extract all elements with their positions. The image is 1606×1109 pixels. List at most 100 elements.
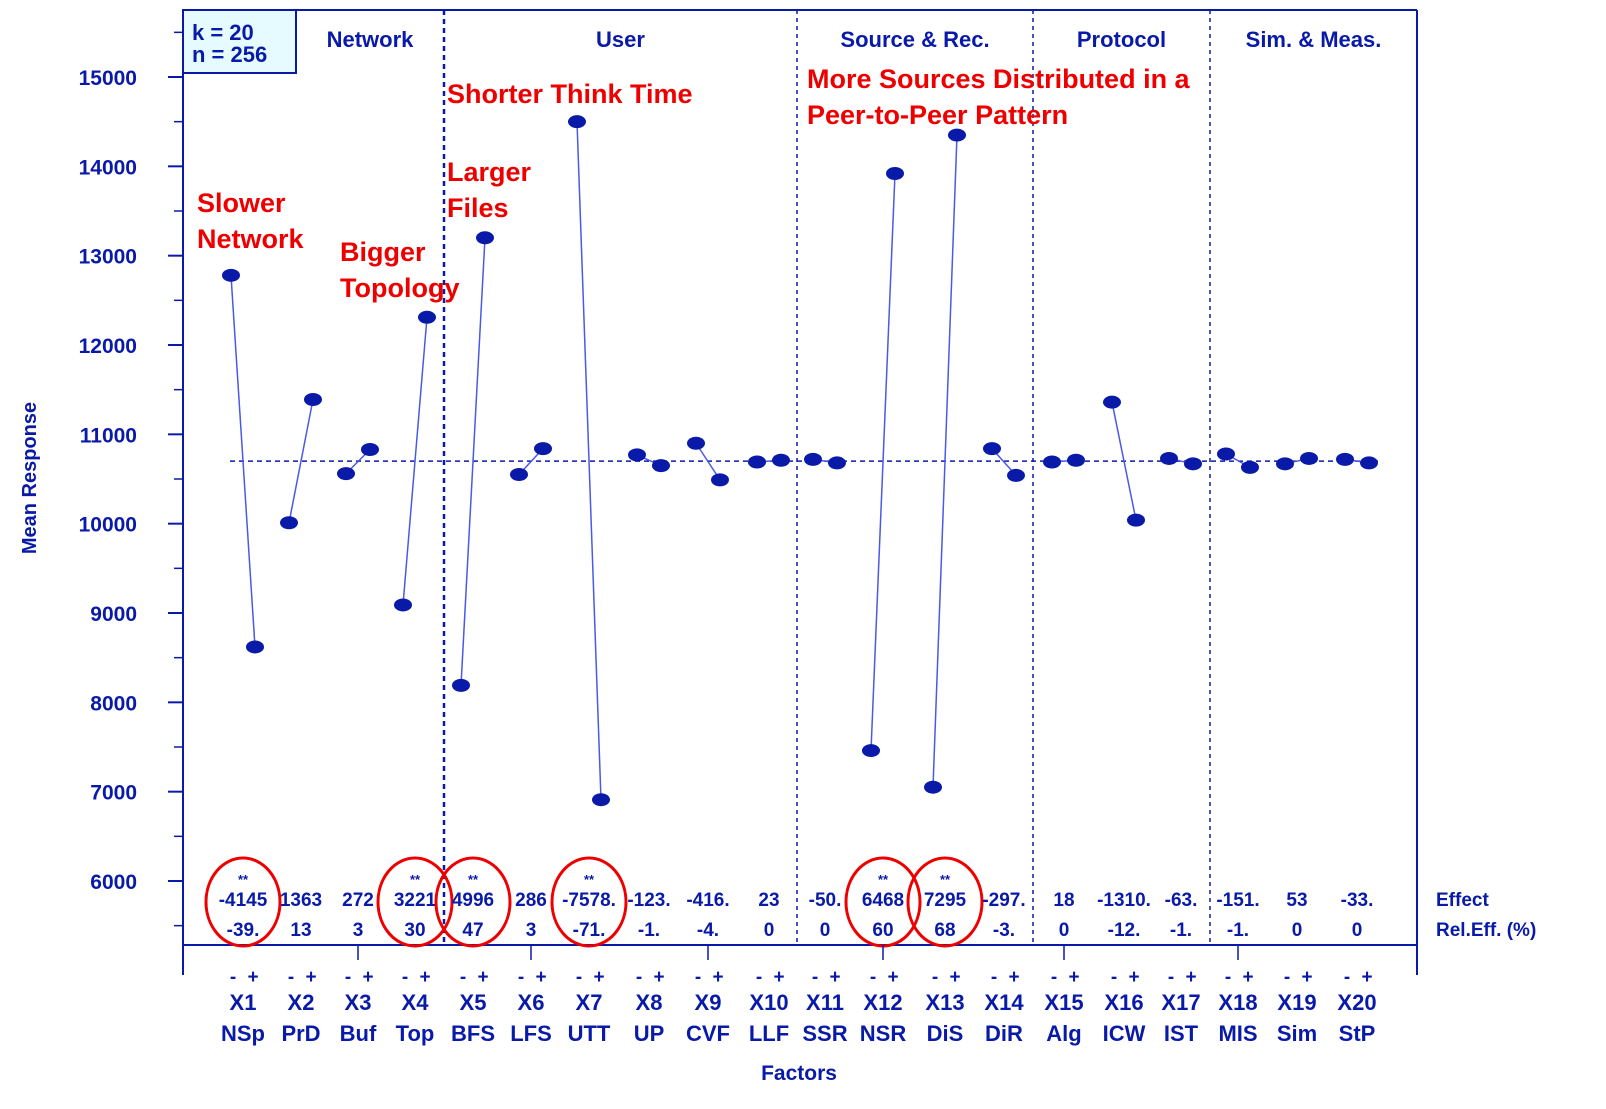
factor-id-label: X20 bbox=[1337, 990, 1376, 1015]
factor-abbr-label: DiS bbox=[927, 1021, 964, 1046]
factor-abbr-label: StP bbox=[1339, 1021, 1376, 1046]
factor-abbr-label: SSR bbox=[802, 1021, 847, 1046]
y-tick-label: 8000 bbox=[90, 692, 137, 715]
factor-x4-series bbox=[394, 310, 436, 612]
group-title-network: Network bbox=[327, 27, 415, 52]
point-minus bbox=[1217, 447, 1235, 461]
point-minus bbox=[804, 452, 822, 466]
factor-abbr-label: NSR bbox=[860, 1021, 907, 1046]
point-minus bbox=[924, 780, 942, 794]
level-minus-label: - bbox=[695, 967, 701, 988]
factor-line bbox=[460, 237, 486, 686]
annotation-x4: Topology bbox=[340, 273, 459, 303]
point-minus bbox=[510, 468, 528, 482]
point-minus bbox=[1043, 455, 1061, 469]
rel-eff-value: -1. bbox=[638, 920, 660, 941]
design-k-label: k = 20 bbox=[192, 20, 254, 45]
y-tick-label: 7000 bbox=[90, 782, 137, 805]
point-plus bbox=[1184, 457, 1202, 471]
group-title-source-rec-: Source & Rec. bbox=[840, 27, 989, 52]
factor-line bbox=[230, 275, 256, 647]
significance-marker: ** bbox=[584, 872, 595, 887]
factor-line bbox=[695, 442, 721, 481]
annotations: Slower Network Bigger Topology Larger Files Sh… bbox=[197, 64, 1191, 303]
factor-abbr-label: PrD bbox=[281, 1021, 320, 1046]
point-plus bbox=[1360, 456, 1378, 470]
rel-eff-value: 68 bbox=[934, 920, 955, 941]
highlight-circle bbox=[906, 856, 984, 948]
level-minus-label: - bbox=[756, 967, 762, 988]
level-plus-label: + bbox=[247, 967, 258, 988]
factor-line bbox=[932, 135, 958, 788]
factor-id-label: X11 bbox=[806, 990, 844, 1015]
factor-id-label: X3 bbox=[345, 990, 372, 1015]
level-plus-label: + bbox=[1128, 967, 1139, 988]
factor-id-label: X13 bbox=[925, 990, 964, 1015]
point-minus bbox=[748, 455, 766, 469]
factor-x13-series bbox=[924, 128, 966, 794]
effect-value: 23 bbox=[758, 890, 779, 911]
factor-line bbox=[576, 121, 602, 800]
factor-x20-series bbox=[1336, 452, 1378, 470]
point-minus bbox=[1276, 457, 1294, 471]
effect-value: -151. bbox=[1216, 890, 1259, 911]
highlight-circle bbox=[376, 856, 454, 948]
level-plus-label: + bbox=[419, 967, 430, 988]
factor-x10-series bbox=[748, 453, 790, 469]
rel-eff-value: -4. bbox=[697, 920, 719, 941]
rel-eff-value: -71. bbox=[573, 920, 606, 941]
level-minus-label: - bbox=[576, 967, 582, 988]
highlight-circle bbox=[434, 856, 512, 948]
level-minus-label: - bbox=[1051, 967, 1057, 988]
point-minus bbox=[1103, 395, 1121, 409]
effect-value: -416. bbox=[686, 890, 729, 911]
point-plus bbox=[828, 456, 846, 470]
y-tick-label: 12000 bbox=[79, 335, 137, 358]
point-plus bbox=[361, 443, 379, 457]
factor-x15-series bbox=[1043, 453, 1085, 469]
rel-eff-value: -39. bbox=[227, 920, 260, 941]
factor-x6-series bbox=[510, 442, 552, 482]
y-axis-label: Mean Response bbox=[19, 402, 41, 554]
factor-id-label: X14 bbox=[984, 990, 1024, 1015]
level-plus-label: + bbox=[593, 967, 604, 988]
effect-value: 18 bbox=[1053, 890, 1074, 911]
factor-abbr-label: DiR bbox=[985, 1021, 1023, 1046]
level-minus-label: - bbox=[932, 967, 938, 988]
level-minus-label: - bbox=[1344, 967, 1350, 988]
significance-marker: ** bbox=[468, 872, 479, 887]
factor-x1-series bbox=[222, 268, 264, 654]
point-minus bbox=[280, 516, 298, 530]
point-plus bbox=[476, 231, 494, 245]
level-minus-label: - bbox=[460, 967, 466, 988]
y-tick-label: 10000 bbox=[79, 514, 137, 537]
effect-value: -297. bbox=[982, 890, 1025, 911]
design-info-box: k = 20 n = 256 bbox=[182, 9, 297, 74]
level-minus-label: - bbox=[288, 967, 294, 988]
level-minus-label: - bbox=[230, 967, 236, 988]
level-plus-label: + bbox=[829, 967, 840, 988]
factor-line bbox=[870, 173, 896, 751]
point-plus bbox=[711, 473, 729, 487]
factor-id-label: X5 bbox=[460, 990, 487, 1015]
point-minus bbox=[394, 598, 412, 612]
annotation-x1: Network bbox=[197, 224, 305, 254]
factor-x18-series bbox=[1217, 447, 1259, 474]
factor-id-label: X12 bbox=[863, 990, 902, 1015]
y-axis: 6000 7000 8000 9000 10000 11000 12000 13000 1400… bbox=[79, 31, 183, 927]
point-minus bbox=[1336, 452, 1354, 466]
level-plus-label: + bbox=[887, 967, 898, 988]
point-minus bbox=[862, 744, 880, 758]
factor-abbr-label: BFS bbox=[451, 1021, 495, 1046]
rel-eff-value: 0 bbox=[764, 920, 775, 941]
level-minus-label: - bbox=[812, 967, 818, 988]
rel-eff-value: -12. bbox=[1108, 920, 1141, 941]
rel-eff-value: 30 bbox=[404, 920, 425, 941]
factor-id-label: X2 bbox=[288, 990, 315, 1015]
point-plus bbox=[304, 392, 322, 406]
factor-x8-series bbox=[628, 448, 670, 473]
factor-x17-series bbox=[1160, 451, 1202, 471]
level-plus-label: + bbox=[653, 967, 664, 988]
effect-value: 3221 bbox=[394, 890, 437, 911]
factor-id-label: X17 bbox=[1161, 990, 1200, 1015]
